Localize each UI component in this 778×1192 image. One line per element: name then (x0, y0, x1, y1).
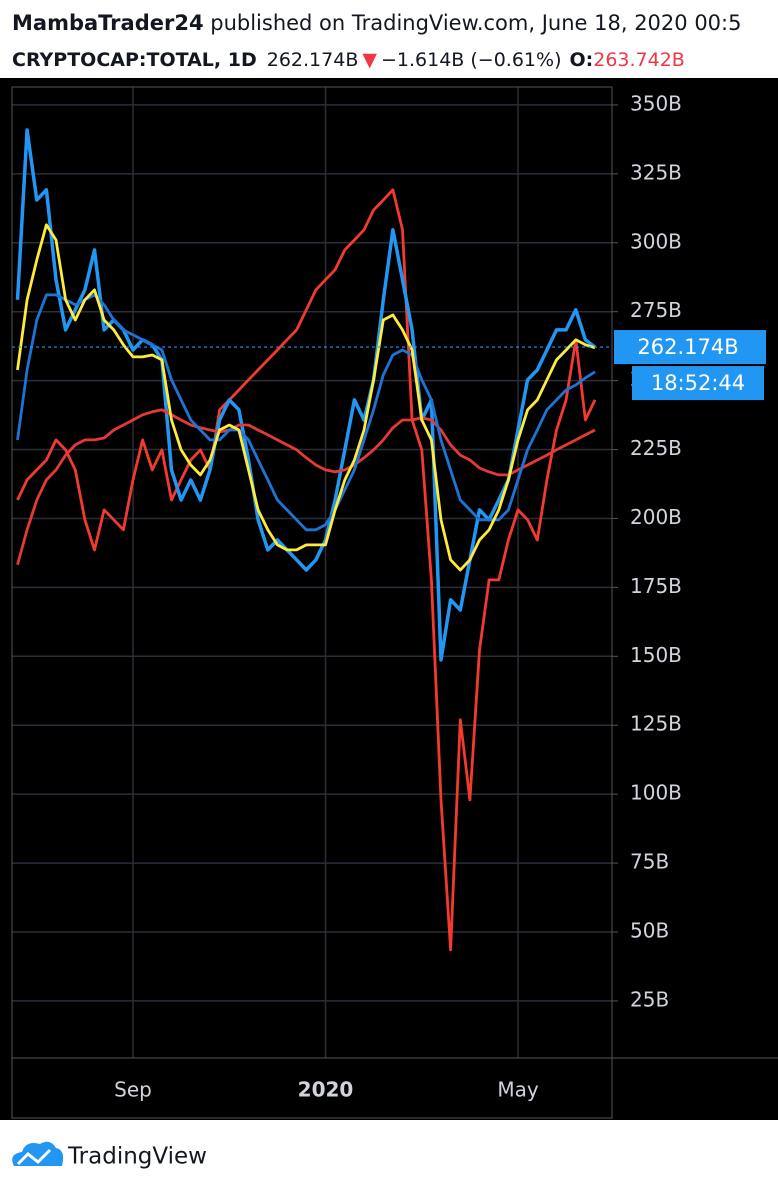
logo: TradingView (12, 1141, 207, 1170)
y-tick-label: 25B (630, 987, 669, 1011)
y-tick-label: 300B (630, 229, 682, 253)
plot (12, 87, 612, 1058)
y-tick-label: 350B (630, 91, 682, 115)
price-label: 262.174B (637, 335, 738, 359)
x-tick-label: May (497, 1078, 539, 1102)
open: 263.742B (593, 49, 685, 71)
logo-line (16, 1148, 52, 1166)
countdown: 18:52:44 (651, 371, 745, 395)
y-tick-label: 325B (630, 160, 682, 184)
symbol: CRYPTOCAP:TOTAL, 1D (12, 49, 257, 71)
y-tick-label: 275B (630, 298, 682, 322)
y-tick-label: 175B (630, 574, 682, 598)
plot-frame (11, 86, 613, 1119)
series-line (16, 223, 596, 572)
published: published on TradingView.com, June 18, 2… (204, 11, 742, 35)
x-tick-label: Sep (114, 1078, 152, 1102)
y-tick-label: 200B (630, 505, 682, 529)
brand: TradingView (67, 1144, 207, 1170)
countdown-box (632, 366, 764, 401)
y-tick-label: 125B (630, 712, 682, 736)
y-tick-label: 75B (630, 850, 669, 874)
series-line (16, 293, 596, 532)
author: MambaTrader24 (12, 11, 204, 35)
series-line (16, 408, 596, 566)
y-tick-label: 100B (630, 781, 682, 805)
series-line (16, 188, 597, 952)
header-line: MambaTrader24 published on TradingView.c… (12, 11, 741, 35)
last-price: 262.174B (267, 49, 359, 71)
x-tick-label: 2020 (298, 1078, 354, 1102)
change: −1.614B (−0.61%) (381, 49, 562, 71)
y-tick-label: 50B (630, 919, 669, 943)
symbol-line: CRYPTOCAP:TOTAL, 1D 262.174B ▼ −1.614B (−0.… (12, 49, 685, 71)
change-arrow: ▼ (362, 49, 377, 71)
price-label-box (614, 330, 766, 365)
y-tick-label: 150B (630, 643, 682, 667)
y-tick-label: 225B (630, 436, 682, 460)
open-key: O: (569, 49, 593, 71)
logo-cloud (12, 1141, 64, 1166)
